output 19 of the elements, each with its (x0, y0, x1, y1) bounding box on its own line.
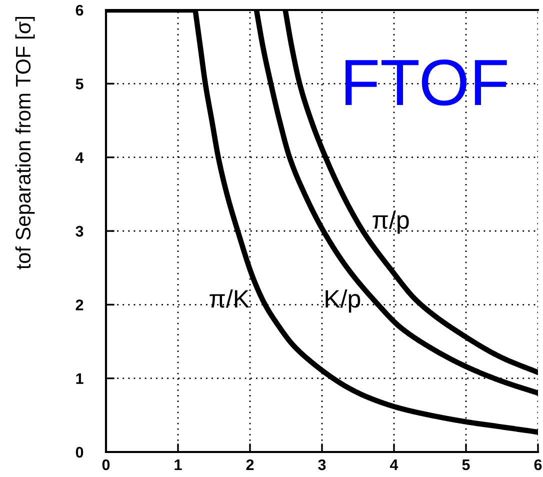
series-label: π/p (372, 210, 409, 234)
y-tick-label: 2 (76, 300, 84, 310)
x-tick-label: 1 (174, 460, 182, 470)
y-tick-label: 1 (76, 373, 84, 384)
x-tick-label: 0 (102, 459, 110, 470)
x-tick-label: 4 (390, 460, 398, 470)
x-tick-label: 3 (318, 459, 326, 470)
y-tick-label: 0 (76, 446, 84, 458)
x-tick-label: 2 (246, 459, 254, 470)
series-label: K/p (326, 289, 360, 313)
y-tick-label: 6 (76, 4, 84, 16)
y-tick-label: 5 (76, 78, 84, 90)
y-axis-title: tof Separation from TOF [σ] (15, 17, 35, 270)
y-tick-label: 4 (76, 152, 84, 163)
x-tick-label: 5 (462, 460, 470, 470)
x-tick-label: 6 (534, 459, 542, 470)
text: FTOF (346, 59, 507, 106)
series-label: π/K (210, 289, 250, 308)
y-tick-label: 3 (76, 226, 84, 237)
